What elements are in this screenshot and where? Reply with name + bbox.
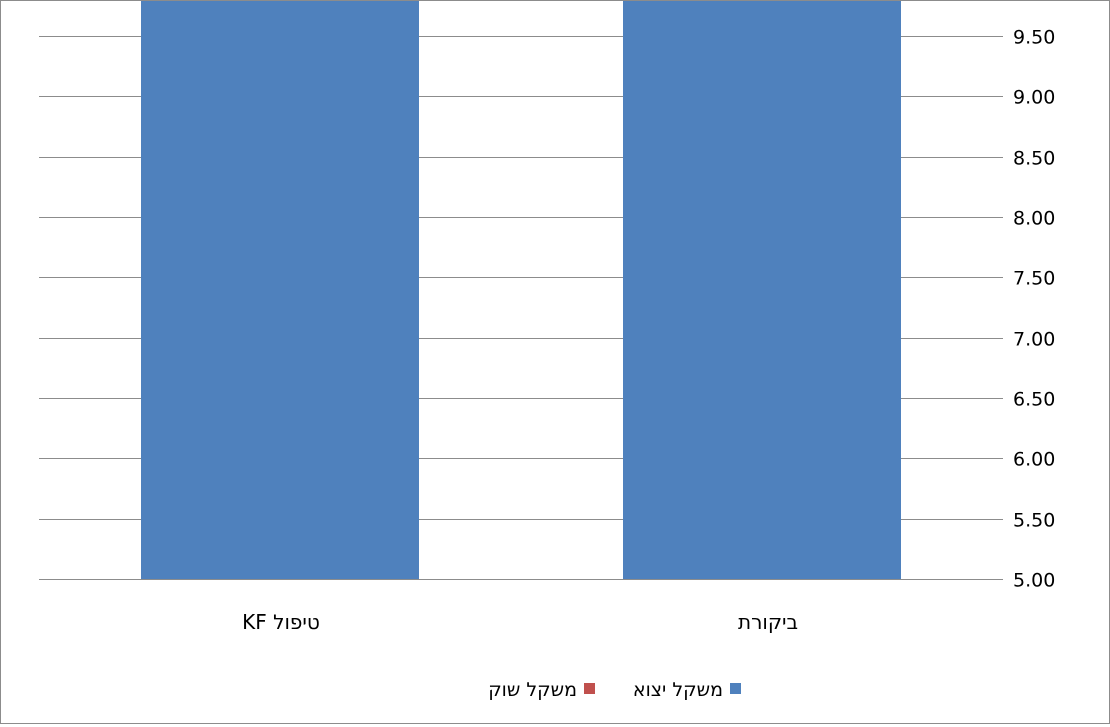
y-tick-label: 5.00 xyxy=(1013,570,1055,592)
legend-label: משקל שוק xyxy=(488,679,577,701)
bar-segment xyxy=(623,0,901,579)
y-tick-label: 9.50 xyxy=(1013,27,1055,49)
y-tick-label: 7.50 xyxy=(1013,268,1055,290)
x-axis-category-labels: טיפול KF ביקורת xyxy=(242,610,798,634)
bars xyxy=(141,0,901,580)
y-axis-tick-labels: 5.00 5.50 6.00 6.50 7.00 7.50 8.00 8.50 9.00 9.50 xyxy=(1013,27,1055,592)
y-tick-label: 8.00 xyxy=(1013,208,1055,230)
y-tick-label: 6.00 xyxy=(1013,449,1055,471)
legend-swatch xyxy=(584,683,595,694)
y-tick-label: 9.00 xyxy=(1013,87,1055,109)
x-category-label: ביקורת xyxy=(738,610,798,634)
y-tick-label: 7.00 xyxy=(1013,329,1055,351)
x-category-label: טיפול KF xyxy=(242,610,320,634)
legend-swatch xyxy=(730,683,741,694)
legend: משקל יצוא משקל שוק xyxy=(488,679,741,701)
legend-label: משקל יצוא xyxy=(633,679,723,701)
y-tick-label: 8.50 xyxy=(1013,148,1055,170)
y-tick-label: 5.50 xyxy=(1013,510,1055,532)
bar-segment xyxy=(141,0,419,580)
y-tick-label: 6.50 xyxy=(1013,389,1055,411)
